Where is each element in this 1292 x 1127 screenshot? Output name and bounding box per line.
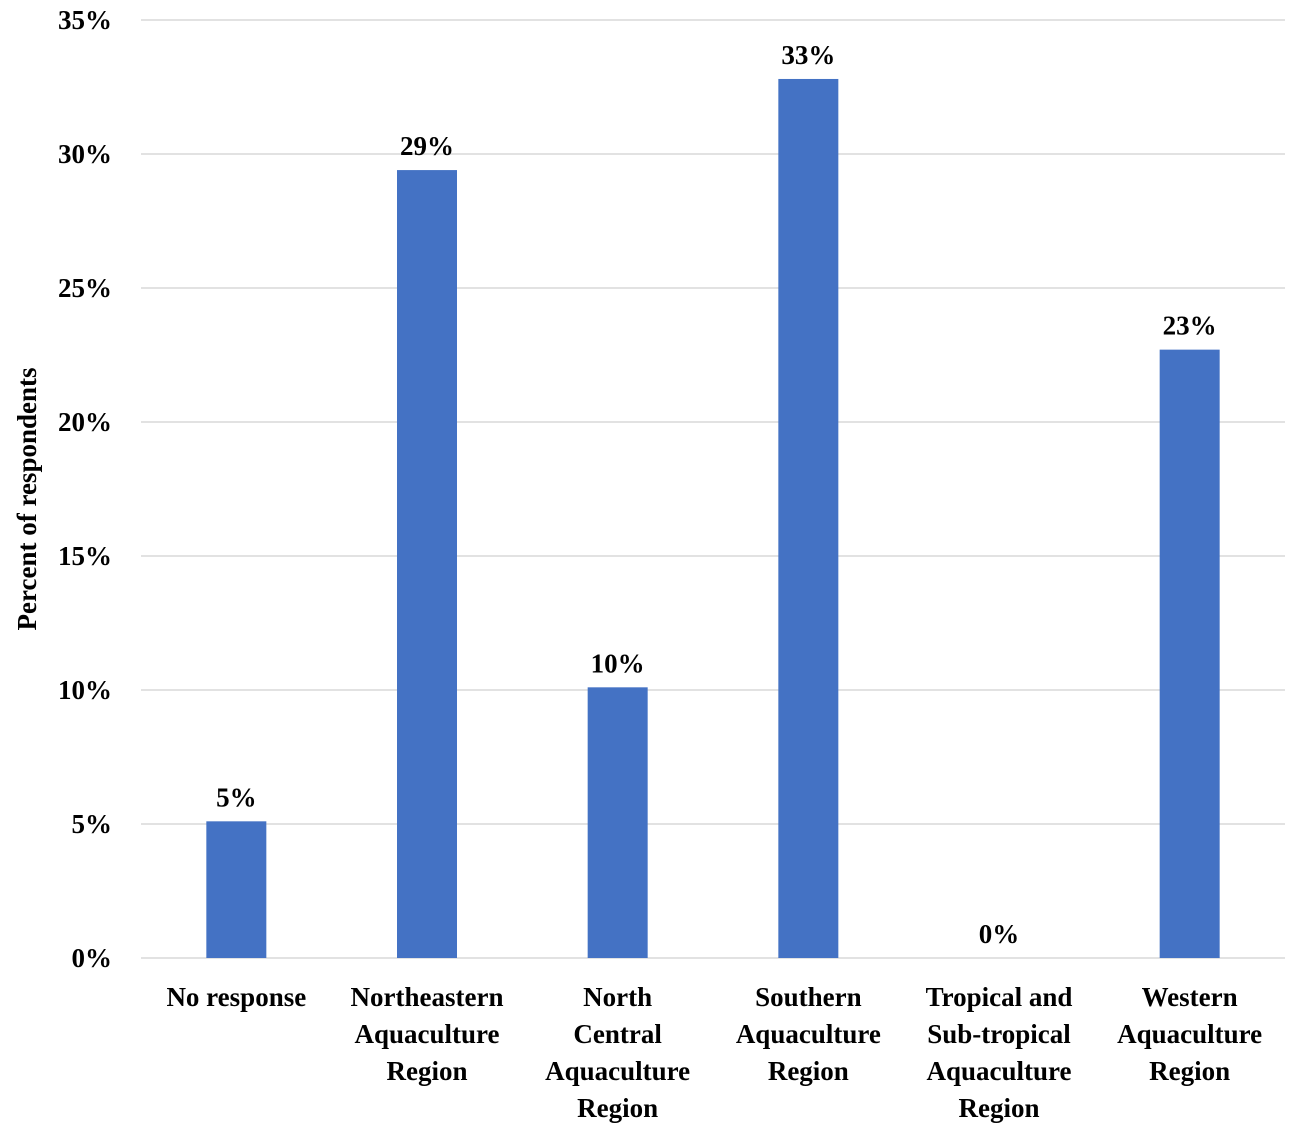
y-axis-ticks: 0% 5% 10% 15% 20% 25% 30% 35% xyxy=(58,5,112,973)
data-labels: 5% 29% 10% 33% 0% 23% xyxy=(216,40,1217,949)
gridlines xyxy=(141,19,1285,959)
y-tick-label: 15% xyxy=(58,541,112,571)
bar xyxy=(1159,349,1220,958)
y-tick-label: 35% xyxy=(58,5,112,35)
x-axis-categories: No response Northeastern Aquaculture Region… xyxy=(166,982,1262,1123)
y-tick-label: 30% xyxy=(58,139,112,169)
y-tick-label: 20% xyxy=(58,407,112,437)
data-label: 0% xyxy=(979,919,1020,949)
bar xyxy=(206,821,267,958)
x-category-label: Western Aquaculture Region xyxy=(1117,982,1262,1086)
y-tick-label: 0% xyxy=(72,943,113,973)
x-category-label: Tropical and Sub-tropical Aquaculture Regio… xyxy=(926,982,1073,1123)
x-category-label: No response xyxy=(166,982,306,1012)
data-label: 5% xyxy=(216,782,257,812)
x-category-label: North Central Aquaculture Region xyxy=(545,982,690,1123)
y-axis-label: Percent of respondents xyxy=(12,368,42,631)
bar xyxy=(397,170,457,958)
data-label: 33% xyxy=(781,40,835,70)
y-tick-label: 25% xyxy=(58,273,112,303)
x-category-label: Southern Aquaculture Region xyxy=(736,982,881,1086)
bars xyxy=(206,78,1220,958)
data-label: 10% xyxy=(591,648,645,678)
data-label: 29% xyxy=(400,131,454,161)
y-tick-label: 10% xyxy=(58,675,112,705)
data-label: 23% xyxy=(1163,311,1217,341)
y-tick-label: 5% xyxy=(72,809,113,839)
bar xyxy=(778,78,839,958)
bar xyxy=(587,687,648,958)
x-category-label: Northeastern Aquaculture Region xyxy=(351,982,504,1086)
